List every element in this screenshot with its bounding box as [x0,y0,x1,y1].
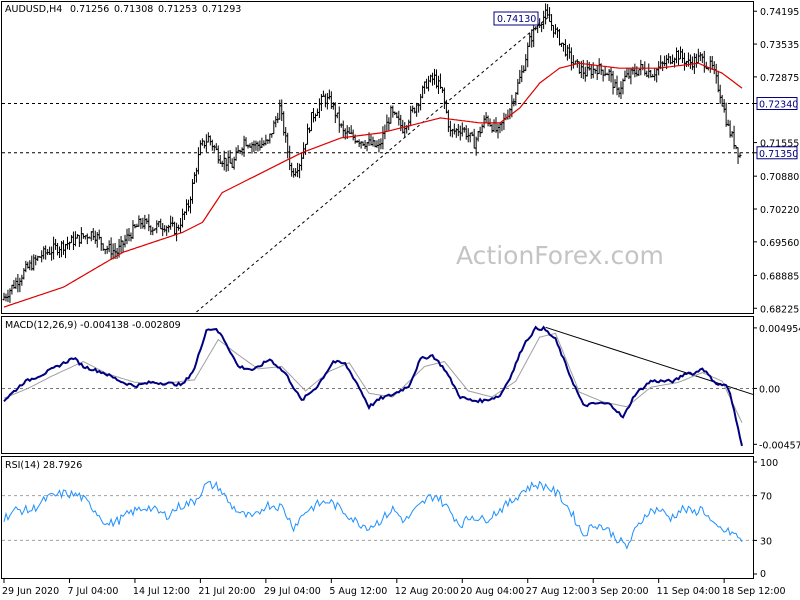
macd-trendline [545,326,754,395]
rsi-tick-label: 30 [760,536,772,547]
macd-title: MACD(12,26,9) -0.004138 -0.002809 [5,320,181,331]
level-price-label: 0.72340 [759,100,798,111]
time-tick-label: 11 Sep 04:00 [657,586,720,597]
price-ohlc-bars [2,3,742,303]
macd-falling-trendline [545,326,754,395]
ohlc-high: 0.71308 [114,4,153,15]
macd-axis: 0.004954 0.00 -0.004571 [753,324,800,451]
rsi-level-lines [2,495,753,541]
rsi-line [3,480,743,550]
price-horizontal-levels [2,103,753,154]
macd-panel-frame [1,316,754,454]
macd-tick-label: 0.004954 [759,324,800,335]
high-annotation: 0.74130 [493,11,539,26]
time-tick-label: 3 Sep 20:00 [591,586,648,597]
price-tick-label: 0.70880 [760,172,799,183]
rsi-tick-label: 70 [760,492,772,503]
macd-tick-label: -0.004571 [759,440,800,451]
rsi-title: RSI(14) 28.7926 [5,460,82,471]
time-tick-label: 29 Jun 2020 [2,586,59,597]
rsi-tick-label: 0 [760,569,766,580]
price-tick-label: 0.71555 [760,139,799,150]
rising-trendline [196,14,552,313]
rsi-polyline [3,480,743,550]
high-annotation-text: 0.74130 [497,14,536,25]
price-axis: 0.74195 0.73535 0.72875 0.72340 0.715550.713… [753,7,799,315]
price-tick-label: 0.70220 [760,205,799,216]
time-tick-label: 29 Jul 04:00 [264,586,321,597]
rsi-panel-frame [1,456,754,579]
rsi-axis: 100 70 30 0 [753,458,778,580]
price-tick-label: 0.68885 [760,271,799,282]
ohlc-bar [738,152,742,158]
ohlc-low: 0.71253 [158,4,197,15]
time-tick-label: 21 Jul 20:00 [198,586,255,597]
time-tick-label: 27 Aug 12:00 [526,586,590,597]
ohlc-open: 0.71256 [70,4,109,15]
time-tick-label: 12 Aug 20:00 [395,586,459,597]
level-price-box [756,146,798,160]
price-tick-label: 0.69560 [760,238,799,249]
macd-tick-label: 0.00 [759,384,780,395]
time-axis: 29 Jun 2020 7 Jul 04:00 14 Jul 12:00 21 Jul… [2,579,786,597]
macd-line [3,325,743,447]
watermark: ActionForex.com [456,241,664,270]
time-tick-label: 7 Jul 04:00 [67,586,118,597]
price-tick-label: 0.73535 [760,40,799,51]
time-tick-label: 14 Jul 12:00 [133,586,190,597]
time-tick-label: 5 Aug 12:00 [329,586,387,597]
price-trendline [196,14,552,313]
macd-signal-line [3,332,743,423]
price-title: AUDUSD,H4 [5,4,62,15]
ohlc-close: 0.71293 [202,4,241,15]
moving-average-line [3,62,743,308]
price-tick-label: 0.68225 [760,304,799,315]
moving-average [3,62,743,308]
macd-signal-polyline [3,332,743,423]
price-tick-label: 0.74195 [760,7,799,18]
macd-polyline [3,325,743,447]
rsi-tick-label: 100 [760,458,778,469]
time-tick-label: 18 Sep 12:00 [722,586,785,597]
level-price-box [756,97,798,111]
price-tick-label: 0.72875 [760,73,799,84]
level-price-label: 0.71350 [759,149,798,160]
price-panel-frame [1,1,754,314]
time-tick-label: 20 Aug 04:00 [460,586,524,597]
